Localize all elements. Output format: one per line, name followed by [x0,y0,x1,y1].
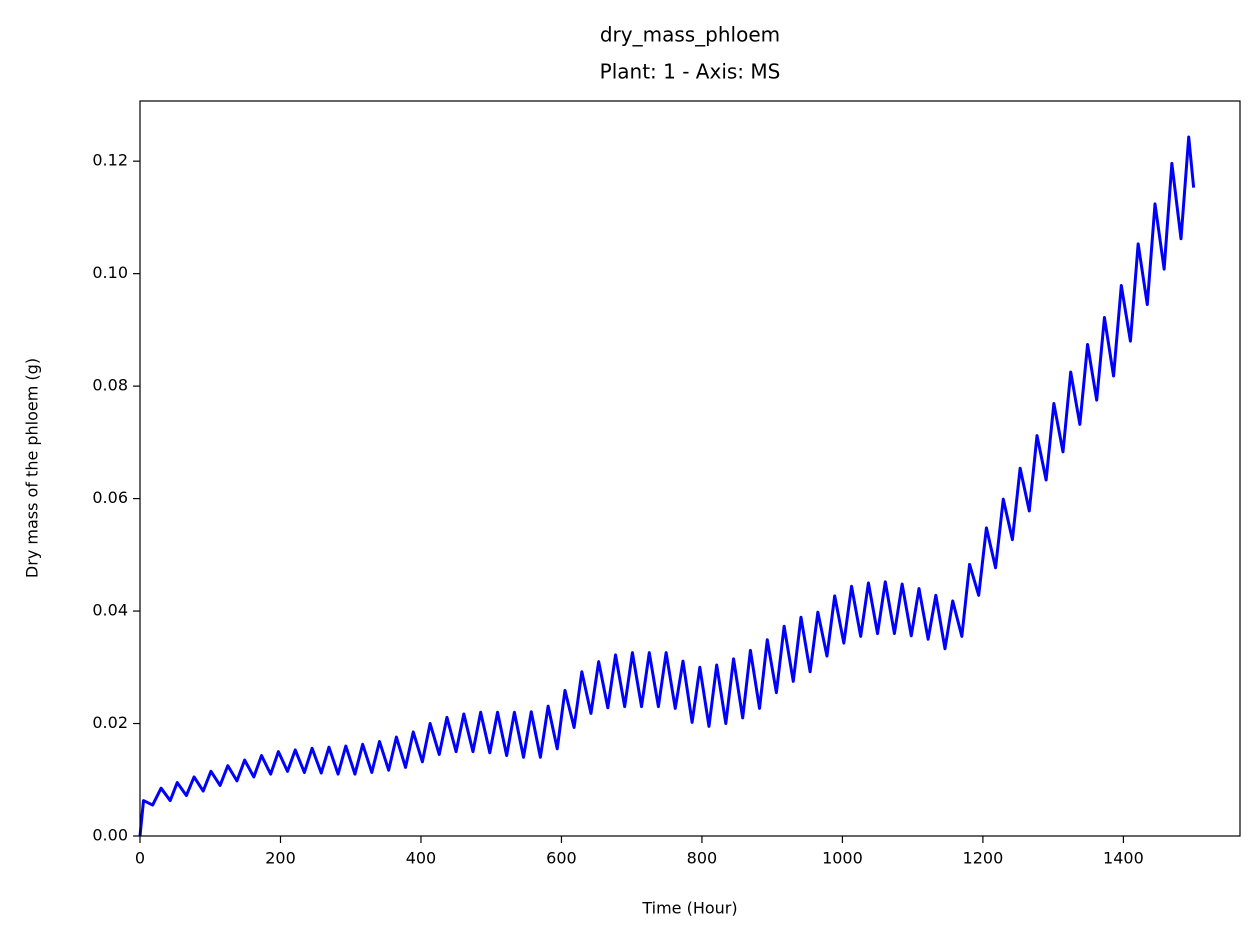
chart-title: dry_mass_phloem [600,23,780,47]
chart-subtitle: Plant: 1 - Axis: MS [600,60,781,84]
x-tick-label: 400 [406,849,437,868]
plot-frame [139,100,1241,837]
y-axis-label: Dry mass of the phloem (g) [23,358,42,578]
x-tick-label: 200 [265,849,296,868]
x-axis-label: Time (Hour) [641,899,737,918]
x-tick-label: 600 [546,849,577,868]
y-tick-label: 0.00 [92,826,128,845]
y-tick-label: 0.02 [92,713,128,732]
y-tick-label: 0.04 [92,601,128,620]
x-tick-label: 1400 [1103,849,1144,868]
data-line [138,135,1196,837]
x-tick-label: 0 [135,849,145,868]
y-tick-label: 0.06 [92,488,128,507]
y-tick-label: 0.10 [92,263,128,282]
y-tick-label: 0.08 [92,376,128,395]
y-tick-label: 0.12 [92,151,128,170]
x-tick-label: 800 [687,849,718,868]
x-tick-label: 1000 [822,849,863,868]
x-tick-label: 1200 [963,849,1004,868]
